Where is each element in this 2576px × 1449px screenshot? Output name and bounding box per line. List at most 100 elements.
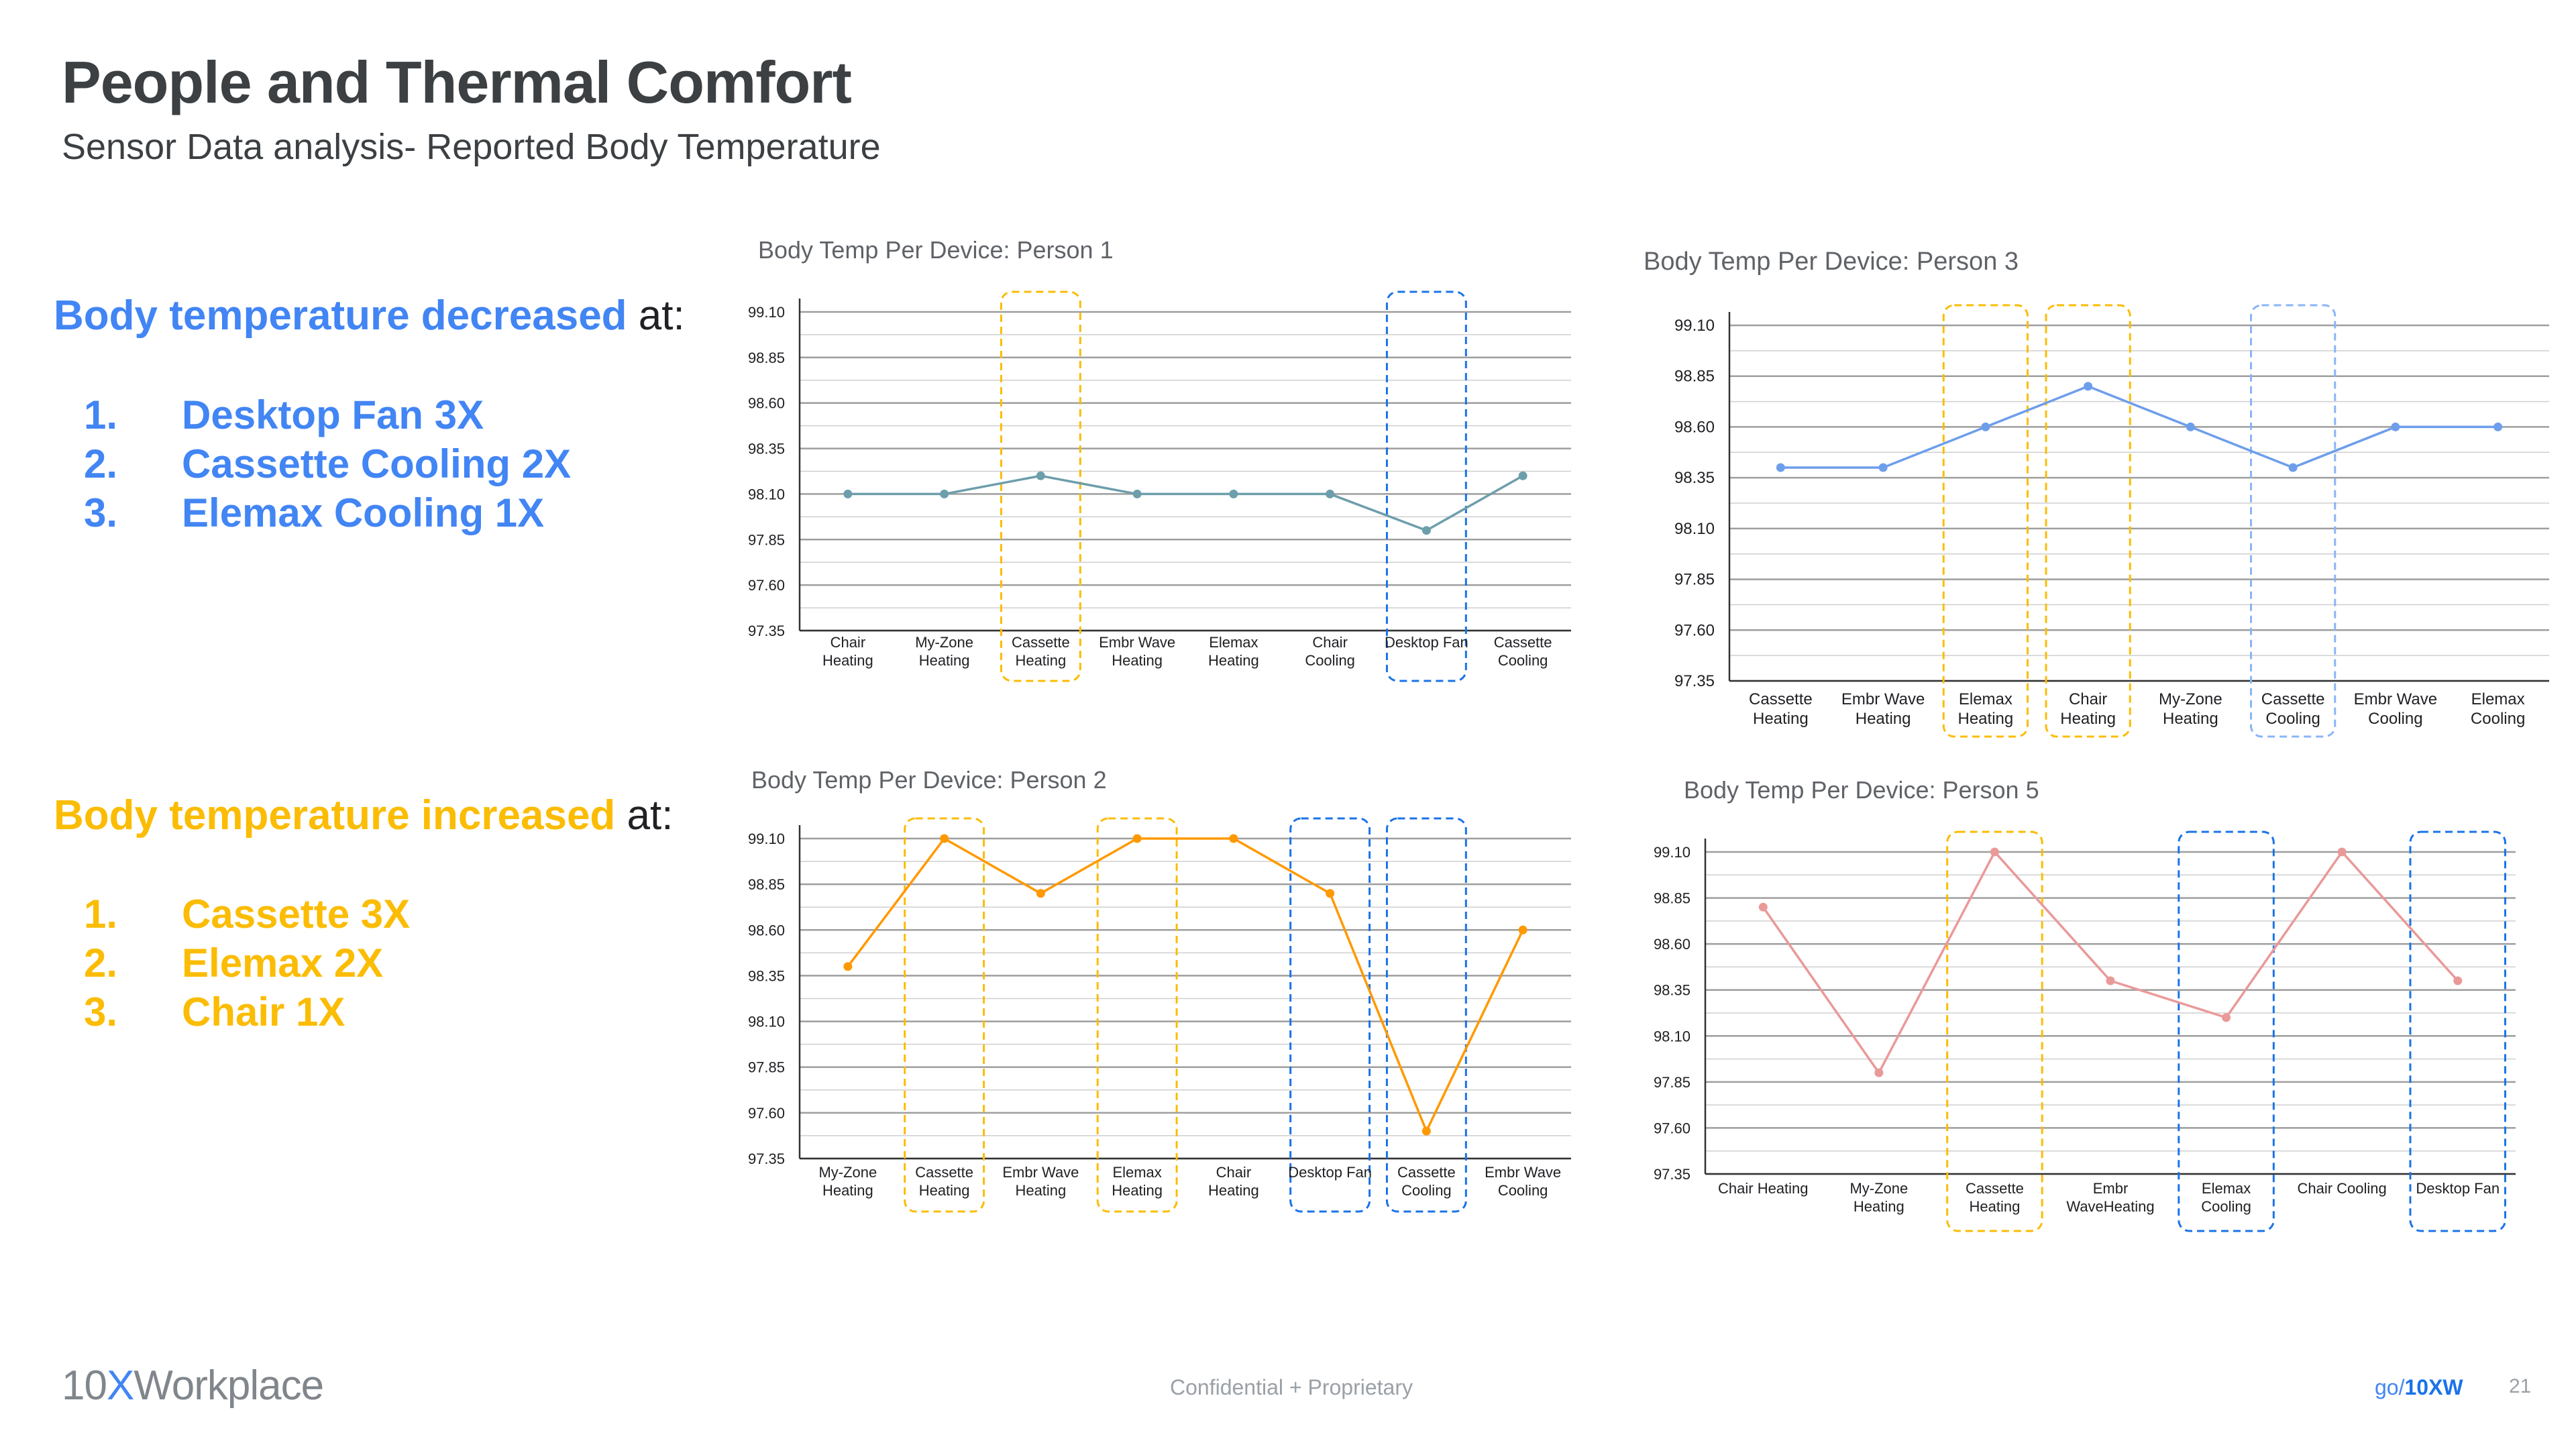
x-tick-label: Cassette (2261, 690, 2325, 708)
y-tick-label: 98.60 (748, 922, 785, 938)
data-point (1776, 463, 1785, 472)
y-tick-label: 98.35 (1654, 982, 1690, 999)
y-tick-label: 97.85 (748, 531, 785, 548)
list-text: Chair 1X (182, 989, 345, 1034)
chart-title: Body Temp Per Device: Person 3 (1644, 248, 2019, 276)
y-tick-label: 98.35 (1674, 469, 1715, 487)
x-tick-label: Heating (1856, 710, 1911, 728)
footer-confidential: Confidential + Proprietary (1170, 1375, 1413, 1399)
data-point (1878, 463, 1888, 472)
slide-title: People and Thermal Comfort (62, 49, 852, 115)
list-number: 1. (84, 392, 118, 437)
x-tick-label: Elemax (2202, 1180, 2251, 1197)
x-tick-label: Heating (1112, 652, 1163, 669)
highlight-box (2178, 830, 2275, 1232)
x-tick-label: Cassette (1966, 1180, 2024, 1197)
list-number: 1. (84, 892, 118, 936)
data-point (2337, 847, 2347, 857)
x-tick-label: Embr Wave (1002, 1164, 1079, 1181)
y-tick-label: 97.85 (748, 1059, 785, 1076)
y-tick-label: 98.60 (748, 395, 785, 412)
x-tick-label: Chair (1312, 634, 1348, 651)
y-tick-label: 98.10 (748, 1014, 785, 1030)
highlight-box (2249, 304, 2337, 738)
x-tick-label: Elemax (1959, 690, 2012, 708)
x-tick-label: Embr Wave (2354, 690, 2437, 708)
x-tick-label: Cooling (1305, 652, 1355, 669)
data-point (2222, 1013, 2231, 1022)
x-tick-label: Desktop Fan (1385, 634, 1468, 651)
x-tick-label: My-Zone (818, 1164, 877, 1181)
data-point (2453, 976, 2463, 985)
list-text: Desktop Fan 3X (182, 392, 484, 437)
x-tick-label: WaveHeating (2066, 1198, 2154, 1215)
x-tick-label: Heating (1015, 652, 1066, 669)
chart-title: Body Temp Per Device: Person 1 (758, 236, 1114, 264)
decreased-heading-emphasis: Body temperature decreased (54, 292, 627, 339)
x-tick-label: Chair (2069, 690, 2107, 708)
data-point (2391, 422, 2400, 431)
x-tick-label: Desktop Fan (1288, 1164, 1372, 1181)
logo-x-mark: X (106, 1362, 134, 1409)
y-tick-label: 98.85 (748, 350, 785, 366)
x-tick-label: Cassette (915, 1164, 973, 1181)
x-tick-label: Cooling (1498, 652, 1548, 669)
x-tick-label: Cassette (1012, 634, 1070, 651)
x-tick-label: Elemax (1209, 634, 1258, 651)
y-tick-label: 98.35 (748, 441, 785, 458)
logo-prefix: 10 (62, 1362, 107, 1409)
x-tick-label: Elemax (2471, 690, 2525, 708)
data-point (1874, 1068, 1884, 1077)
data-point (1036, 471, 1045, 480)
x-tick-label: Heating (822, 1182, 873, 1199)
y-tick-label: 97.35 (1674, 672, 1715, 690)
highlight-box (1096, 817, 1178, 1213)
list-number: 2. (84, 441, 118, 486)
increased-heading-emphasis: Body temperature increased (54, 792, 616, 839)
x-tick-label: My-Zone (2159, 690, 2222, 708)
highlight-box (1385, 290, 1467, 682)
x-tick-label: Heating (1854, 1198, 1904, 1215)
y-tick-label: 97.85 (1654, 1074, 1690, 1091)
go-link-text: 10XW (2404, 1375, 2463, 1399)
chart-person-5: Body Temp Per Device: Person 5 99.10 98.85… (1654, 776, 2516, 1232)
y-tick-label: 99.10 (748, 830, 785, 847)
data-point (1229, 489, 1238, 498)
x-tick-label: My-Zone (915, 634, 973, 651)
footer-go-link[interactable]: go/10XW (2375, 1375, 2463, 1400)
data-point (940, 834, 949, 843)
x-tick-label: Cooling (2265, 710, 2320, 728)
list-text: Cassette 3X (182, 892, 411, 936)
increased-heading-rest: at: (615, 792, 674, 839)
x-tick-label: Heating (1753, 710, 1809, 728)
x-tick-label: Cassette (1749, 690, 1813, 708)
x-tick-label: Embr Wave (1841, 690, 1925, 708)
x-tick-label: Chair (830, 634, 866, 651)
data-point (1132, 834, 1142, 843)
highlight-box (1289, 817, 1371, 1213)
data-point (1132, 489, 1142, 498)
x-tick-label: Desktop Fan (2416, 1180, 2500, 1197)
y-tick-label: 97.35 (1654, 1166, 1690, 1183)
data-point (1518, 471, 1527, 480)
x-tick-label: Heating (919, 652, 970, 669)
x-tick-label: My-Zone (1849, 1180, 1908, 1197)
x-tick-label: Heating (822, 652, 873, 669)
data-point (940, 489, 949, 498)
footer-logo: 10XWorkplace (62, 1362, 324, 1409)
y-tick-label: 98.10 (1654, 1028, 1690, 1044)
x-tick-label: Cooling (2471, 710, 2525, 728)
y-tick-label: 99.10 (748, 304, 785, 321)
x-tick-label: Cassette (1494, 634, 1552, 651)
data-point (1036, 889, 1045, 898)
data-point (1326, 889, 1335, 898)
y-tick-label: 97.85 (1674, 571, 1715, 589)
highlight-box (1946, 830, 2043, 1232)
y-tick-label: 98.85 (1654, 890, 1690, 907)
highlight-box (1942, 304, 2029, 738)
y-tick-label: 97.60 (1654, 1120, 1690, 1136)
x-tick-label: Chair Heating (1718, 1180, 1809, 1197)
logo-suffix: Workplace (133, 1362, 324, 1409)
y-tick-label: 99.10 (1654, 844, 1690, 861)
data-point (843, 489, 853, 498)
